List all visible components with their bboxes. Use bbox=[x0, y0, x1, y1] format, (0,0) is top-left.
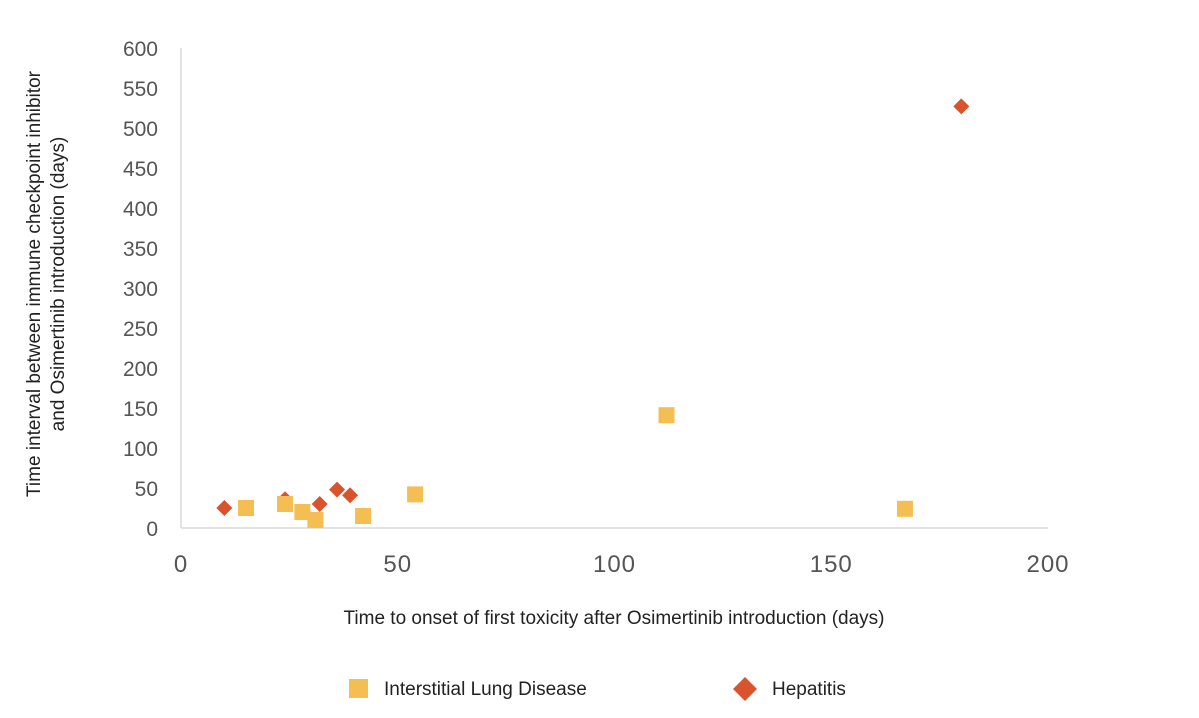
point-interstitial-lung-disease bbox=[658, 407, 675, 424]
y-tick-label: 550 bbox=[123, 78, 158, 101]
legend-label-interstitial-lung-disease: Interstitial Lung Disease bbox=[384, 679, 587, 700]
x-axis-title: Time to onset of first toxicity after Os… bbox=[344, 608, 885, 629]
point-interstitial-lung-disease bbox=[355, 508, 372, 524]
y-tick-label: 50 bbox=[135, 478, 158, 501]
y-tick-label: 0 bbox=[146, 518, 158, 541]
y-tick-labels: 0 50 100 150 200 250 300 350 400 450 500 550 600 bbox=[123, 38, 158, 541]
y-tick-label: 250 bbox=[123, 318, 158, 341]
y-tick-label: 450 bbox=[123, 158, 158, 181]
point-hepatitis bbox=[342, 487, 359, 504]
legend: Interstitial Lung Disease Hepatitis bbox=[349, 677, 846, 701]
y-tick-label: 150 bbox=[123, 398, 158, 421]
legend-label-hepatitis: Hepatitis bbox=[772, 679, 846, 700]
point-hepatitis bbox=[329, 481, 346, 498]
point-interstitial-lung-disease bbox=[407, 486, 424, 503]
x-tick-label: 0 bbox=[174, 551, 188, 578]
y-tick-label: 350 bbox=[123, 238, 158, 261]
y-tick-label: 400 bbox=[123, 198, 158, 221]
point-hepatitis bbox=[311, 496, 328, 512]
y-tick-label: 200 bbox=[123, 358, 158, 381]
point-interstitial-lung-disease bbox=[238, 500, 255, 516]
point-interstitial-lung-disease bbox=[294, 504, 311, 520]
point-interstitial-lung-disease bbox=[307, 512, 324, 528]
x-tick-labels: 0 50 100 150 200 bbox=[174, 551, 1069, 578]
data-points bbox=[216, 98, 970, 528]
point-hepatitis bbox=[216, 500, 233, 516]
y-tick-label: 500 bbox=[123, 118, 158, 141]
x-tick-label: 100 bbox=[593, 551, 636, 578]
x-tick-label: 150 bbox=[810, 551, 853, 578]
y-tick-label: 100 bbox=[123, 438, 158, 461]
y-tick-label: 600 bbox=[123, 38, 158, 61]
legend-marker-hepatitis bbox=[733, 677, 757, 701]
x-tick-label: 200 bbox=[1026, 551, 1069, 578]
point-interstitial-lung-disease bbox=[277, 496, 294, 512]
y-axis-title-line-2: and Osimertinib introduction (days) bbox=[48, 137, 69, 432]
legend-marker-interstitial-lung-disease bbox=[349, 679, 368, 698]
point-hepatitis bbox=[953, 98, 970, 115]
y-tick-label: 300 bbox=[123, 278, 158, 301]
y-axis-title-line-1: Time interval between immune checkpoint … bbox=[24, 70, 45, 497]
point-interstitial-lung-disease bbox=[896, 500, 913, 517]
x-tick-label: 50 bbox=[383, 551, 412, 578]
